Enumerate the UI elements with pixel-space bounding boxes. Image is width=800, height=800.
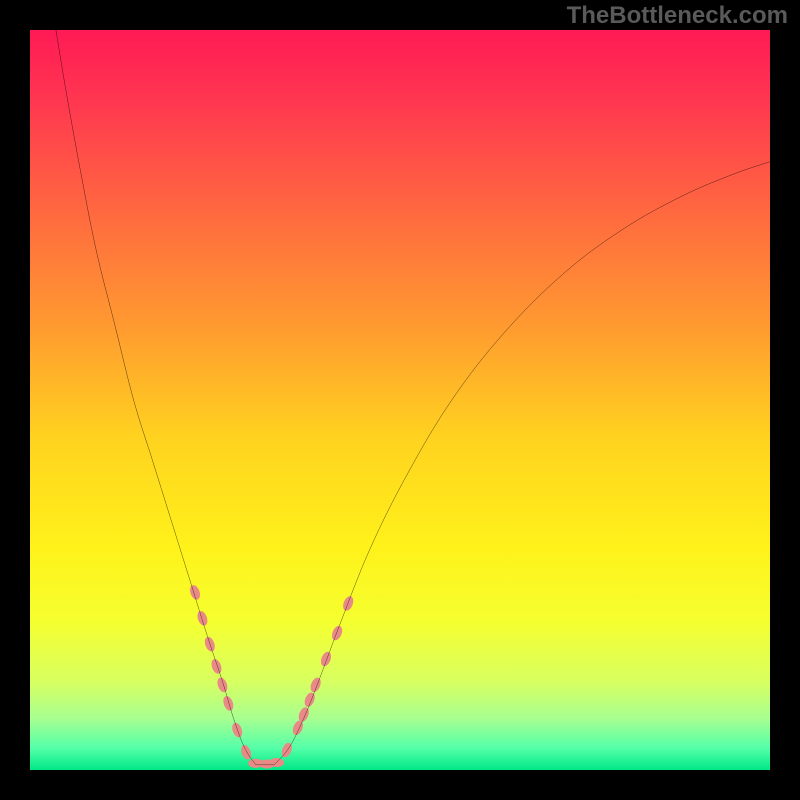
curve-marker [216,677,228,693]
curve-marker [320,651,333,667]
curve-marker [331,625,344,641]
curve-marker [204,636,216,652]
curve-marker [342,596,355,612]
curve-marker [297,707,310,723]
curve-marker [231,722,243,738]
chart-frame: TheBottleneck.com [0,0,800,800]
right-curve [274,162,770,765]
curves-layer [30,30,770,770]
curve-marker [292,720,305,736]
curve-marker [222,695,234,711]
marker-group [189,584,355,768]
curve-marker [303,692,316,708]
curve-marker [189,584,201,600]
left-curve [56,30,256,765]
curve-marker [309,677,322,693]
plot-area [30,30,770,770]
curve-marker [210,658,222,674]
curve-marker [196,610,208,626]
watermark-text: TheBottleneck.com [567,2,788,30]
